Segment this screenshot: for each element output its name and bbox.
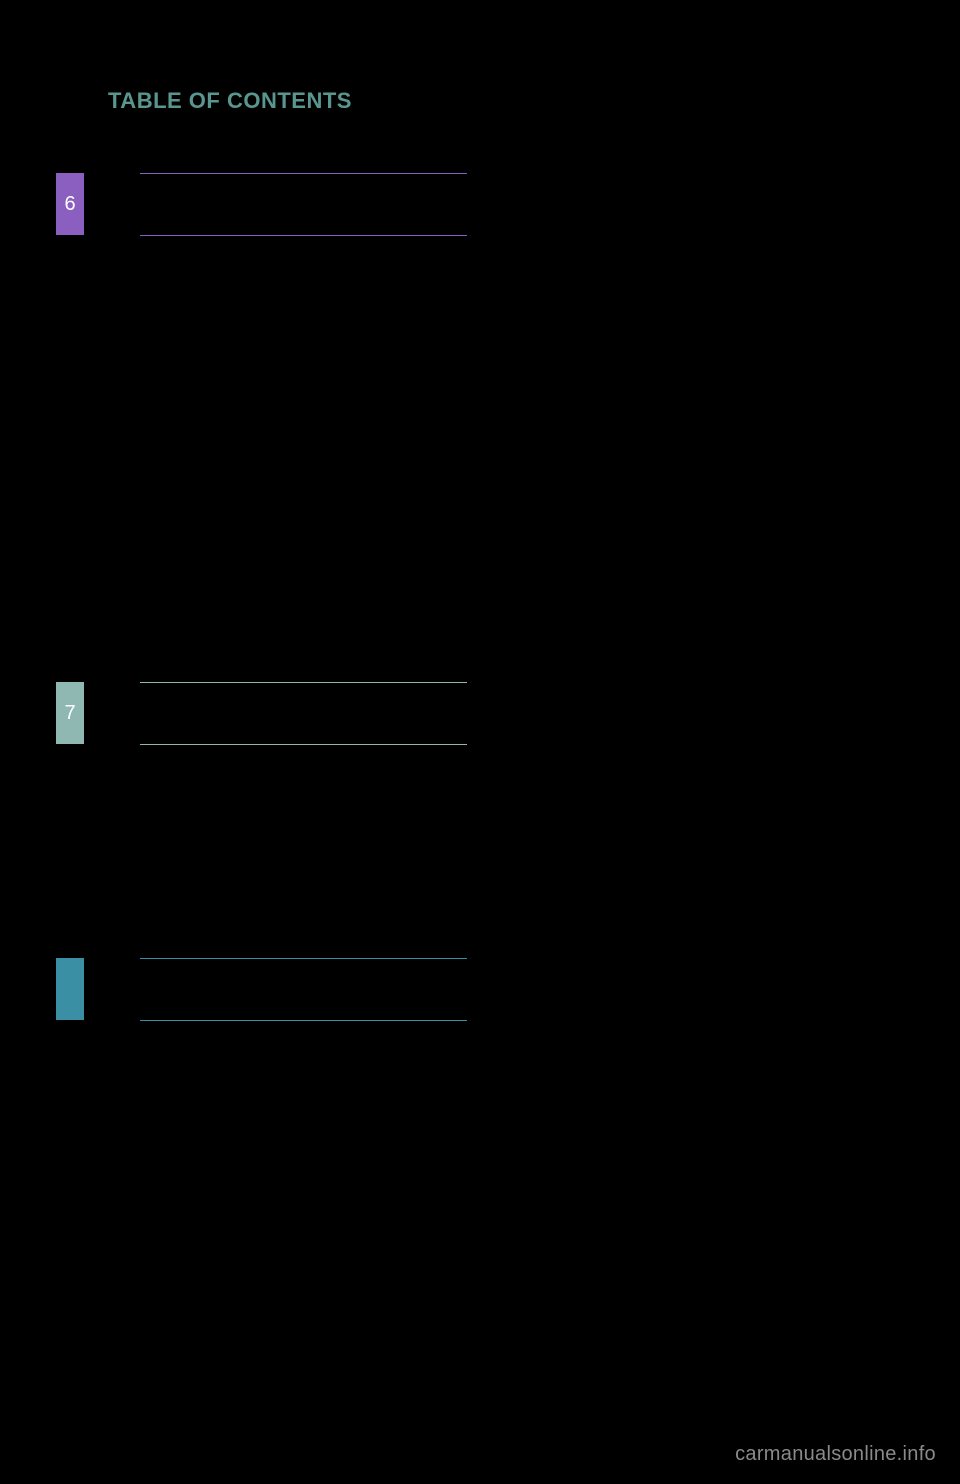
section-rule-top [140,173,467,174]
section-rule-top [140,682,467,683]
section-number-box [56,958,84,1020]
section-bar [56,958,411,1020]
section-bar: 6 [56,173,411,235]
toc-section-6: 6 [56,173,411,235]
toc-section-8 [56,958,411,1020]
section-rule-bottom [140,1020,467,1021]
section-rule-bottom [140,744,467,745]
section-rule-bottom [140,235,467,236]
watermark-text: carmanualsonline.info [735,1443,936,1466]
section-number-box: 6 [56,173,84,235]
page-title: TABLE OF CONTENTS [108,88,352,114]
section-rule-top [140,958,467,959]
toc-section-7: 7 [56,682,411,744]
section-bar: 7 [56,682,411,744]
section-number-box: 7 [56,682,84,744]
